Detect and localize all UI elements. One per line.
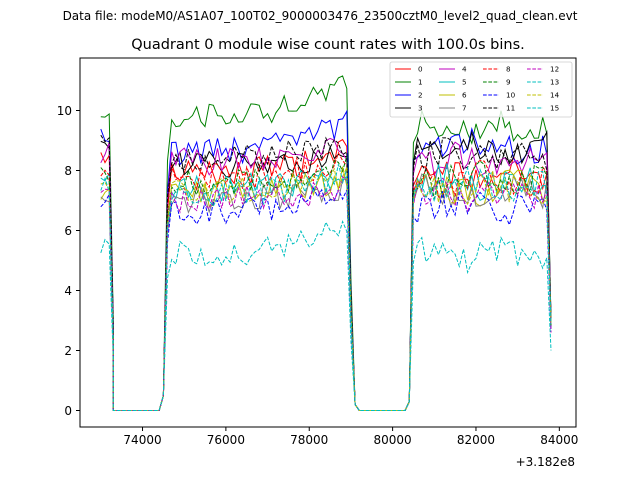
series-line-13 (100, 220, 552, 411)
legend-label-0: 0 (418, 65, 423, 74)
series-line-0 (100, 138, 552, 411)
legend-label-14: 14 (550, 91, 560, 100)
y-tick-label: 2 (64, 344, 72, 358)
legend-label-8: 8 (506, 65, 511, 74)
legend-frame (389, 61, 573, 118)
legend-label-9: 9 (506, 78, 511, 87)
y-tick-label: 8 (64, 164, 72, 178)
legend-label-13: 13 (550, 78, 559, 87)
legend-label-12: 12 (550, 65, 559, 74)
series-line-9 (100, 155, 552, 411)
y-tick-label: 10 (57, 104, 72, 118)
legend-label-15: 15 (550, 104, 559, 113)
series-line-2 (100, 109, 552, 411)
series-line-5 (100, 163, 552, 411)
y-tick-label: 0 (64, 404, 72, 418)
x-tick-label: 84000 (540, 433, 578, 447)
legend-label-3: 3 (418, 104, 423, 113)
y-tick-label: 4 (64, 284, 72, 298)
legend-label-1: 1 (418, 78, 423, 87)
plot-area (79, 57, 577, 428)
series-line-10 (100, 186, 552, 411)
y-tick-label: 6 (64, 224, 72, 238)
legend-label-11: 11 (506, 104, 515, 113)
chart-title: Quadrant 0 module wise count rates with … (131, 37, 525, 53)
figure-suptitle: Data file: modeM0/AS1A07_100T02_90000034… (63, 9, 578, 23)
series-line-3 (100, 130, 552, 411)
axes-layer: 74000 76000 78000 80000 82000 84000 0 2 4 6 8 10 (57, 104, 579, 447)
series-line-6 (100, 166, 552, 411)
series-line-15 (100, 164, 552, 411)
x-tick-label: 76000 (207, 433, 245, 447)
series-line-8 (100, 151, 552, 411)
x-tick-label: 78000 (290, 433, 328, 447)
legend-label-2: 2 (418, 91, 423, 100)
series-line-11 (100, 134, 552, 411)
legend-label-7: 7 (462, 104, 467, 113)
legend-label-5: 5 (462, 78, 467, 87)
x-tick-label: 80000 (374, 433, 412, 447)
series-line-1 (100, 75, 552, 411)
x-tick-label: 74000 (123, 433, 161, 447)
series-layer (100, 75, 552, 411)
legend-label-6: 6 (462, 91, 467, 100)
x-axis-offset-label: +3.182e8 (516, 455, 575, 469)
x-tick-label: 82000 (457, 433, 495, 447)
legend-label-4: 4 (462, 65, 467, 74)
legend-label-10: 10 (506, 91, 516, 100)
